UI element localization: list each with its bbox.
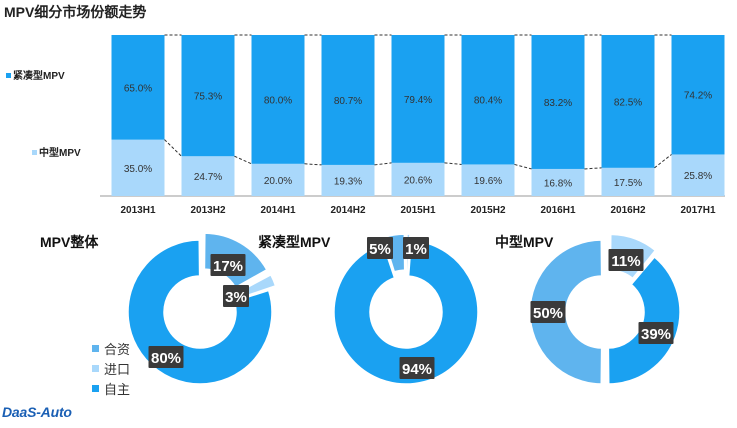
donut-compact: 5% 1% 94% bbox=[333, 233, 479, 385]
bar-compact-2014H1 bbox=[251, 35, 305, 164]
donut-midsize: 50% 11% 39% bbox=[529, 233, 681, 385]
donut-compact-label-自主: 94% bbox=[402, 361, 432, 378]
donut-legend: 合资 进口 自主 bbox=[92, 338, 130, 398]
donut-midsize-label-box-自主 bbox=[638, 322, 674, 344]
legend-swatch-midsize bbox=[32, 150, 37, 155]
legend-swatch-domestic bbox=[92, 384, 99, 392]
data-label-compact-2014H1: 80.0% bbox=[264, 95, 292, 106]
donut-compact-label-合资: 5% bbox=[369, 241, 391, 258]
connector-mid-3 bbox=[374, 162, 392, 166]
legend-label-import: 进口 bbox=[104, 361, 131, 377]
bar-midsize-2015H1 bbox=[391, 162, 445, 196]
legend-item-import: 进口 bbox=[92, 358, 130, 378]
connector-mid-0 bbox=[164, 139, 182, 157]
data-label-midsize-2013H1: 35.0% bbox=[124, 164, 152, 175]
legend-label-compact: 紧凑型MPV bbox=[13, 69, 65, 82]
data-label-midsize-2016H1: 16.8% bbox=[544, 178, 572, 189]
bar-compact-2016H1 bbox=[531, 35, 585, 169]
stacked-bar-chart: 35.0% 65.0% 2013H1 24.7% 75.3% 2013H2 20.0% 80.… bbox=[6, 34, 725, 216]
bar-midsize-2016H2 bbox=[601, 167, 655, 196]
donut-compact-label-box-合资 bbox=[367, 237, 393, 259]
bar-midsize-2015H2 bbox=[461, 164, 515, 196]
bar-compact-2015H2 bbox=[461, 35, 515, 165]
bar-midsize-2016H1 bbox=[531, 168, 585, 196]
connector-mid-2 bbox=[304, 163, 322, 166]
donut-overall-label-合资: 17% bbox=[213, 258, 243, 275]
bar-compact-2013H2 bbox=[181, 35, 235, 157]
donut-midsize-label-box-合资 bbox=[530, 301, 566, 323]
donut-overall-label-box-自主 bbox=[148, 346, 184, 368]
data-label-midsize-2016H2: 17.5% bbox=[614, 178, 642, 189]
donut-midsize-label-进口: 11% bbox=[611, 253, 640, 270]
donut-midsize-label-自主: 39% bbox=[641, 326, 671, 343]
bar-midsize-2013H2 bbox=[181, 156, 235, 196]
donut-compact-label-box-进口 bbox=[403, 237, 429, 259]
connector-mid-1 bbox=[234, 155, 252, 165]
x-tick-label-2014H2: 2014H2 bbox=[330, 205, 365, 216]
data-label-midsize-2017H1: 25.8% bbox=[684, 171, 712, 182]
data-label-midsize-2015H2: 19.6% bbox=[474, 176, 502, 187]
x-tick-label-2014H1: 2014H1 bbox=[260, 205, 295, 216]
legend-label-midsize: 中型MPV bbox=[39, 146, 81, 159]
bar-midsize-2014H1 bbox=[251, 163, 305, 196]
donut-overall-label-自主: 80% bbox=[151, 350, 181, 367]
data-label-compact-2017H1: 74.2% bbox=[684, 91, 712, 102]
x-tick-label-2015H2: 2015H2 bbox=[470, 205, 505, 216]
bar-compact-2013H1 bbox=[111, 35, 165, 140]
x-tick-label-2013H2: 2013H2 bbox=[190, 205, 225, 216]
donut-midsize-label-合资: 50% bbox=[533, 305, 563, 322]
data-label-compact-2013H2: 75.3% bbox=[194, 92, 222, 103]
legend-label-jv: 合资 bbox=[104, 341, 131, 357]
connector-mid-7 bbox=[654, 154, 672, 169]
bar-midsize-2013H1 bbox=[111, 139, 165, 196]
x-tick-label-2013H1: 2013H1 bbox=[120, 205, 155, 216]
donut-compact-label-box-自主 bbox=[399, 357, 435, 379]
connector-mid-5 bbox=[514, 163, 532, 170]
bar-compact-2015H1 bbox=[391, 35, 445, 163]
donut-midsize-slice-自主 bbox=[607, 255, 681, 385]
legend-label-domestic: 自主 bbox=[104, 381, 131, 397]
data-label-midsize-2015H1: 20.6% bbox=[404, 175, 432, 186]
bar-compact-2017H1 bbox=[671, 35, 725, 155]
donut-compact-slice-自主 bbox=[333, 239, 479, 385]
data-label-compact-2016H1: 83.2% bbox=[544, 98, 572, 109]
legend-swatch-jv bbox=[92, 344, 99, 352]
donut-overall-label-进口: 3% bbox=[225, 289, 247, 306]
donut-compact-label-进口: 1% bbox=[405, 241, 427, 258]
donut-midsize-slice-合资 bbox=[529, 239, 603, 385]
legend-swatch-import bbox=[92, 364, 99, 372]
x-tick-label-2016H1: 2016H1 bbox=[540, 205, 575, 216]
bar-midsize-2017H1 bbox=[671, 154, 725, 196]
data-label-midsize-2014H2: 19.3% bbox=[334, 176, 362, 187]
donut-title-overall: MPV整体 bbox=[40, 234, 99, 250]
data-label-compact-2014H2: 80.7% bbox=[334, 96, 362, 107]
donut-title-midsize: 中型MPV bbox=[495, 234, 554, 250]
x-tick-label-2016H2: 2016H2 bbox=[610, 205, 645, 216]
data-label-compact-2016H2: 82.5% bbox=[614, 97, 642, 108]
connector-mid-4 bbox=[444, 162, 462, 165]
data-label-compact-2015H2: 80.4% bbox=[474, 96, 502, 107]
donut-overall-label-box-进口 bbox=[223, 285, 249, 307]
donut-overall-label-box-合资 bbox=[210, 254, 246, 276]
legend-item-domestic: 自主 bbox=[92, 378, 130, 398]
daas-auto-logo: DaaS-Auto bbox=[2, 404, 72, 420]
data-label-compact-2013H1: 65.0% bbox=[124, 83, 152, 94]
legend-item-jv: 合资 bbox=[92, 338, 130, 358]
data-label-compact-2015H1: 79.4% bbox=[404, 95, 432, 106]
data-label-midsize-2014H1: 20.0% bbox=[264, 176, 292, 187]
donut-title-compact: 紧凑型MPV bbox=[258, 234, 331, 250]
legend-swatch-compact bbox=[6, 73, 11, 78]
donut-overall: 17% 3% 80% bbox=[127, 232, 277, 385]
donut-midsize-label-box-进口 bbox=[608, 249, 644, 271]
connector-mid-6 bbox=[584, 167, 602, 170]
x-tick-label-2017H1: 2017H1 bbox=[680, 205, 715, 216]
bar-midsize-2014H2 bbox=[321, 164, 375, 196]
bar-chart-title: MPV细分市场份额走势 bbox=[4, 4, 147, 20]
bar-compact-2014H2 bbox=[321, 35, 375, 165]
data-label-midsize-2013H2: 24.7% bbox=[194, 172, 222, 183]
bar-compact-2016H2 bbox=[601, 35, 655, 168]
x-tick-label-2015H1: 2015H1 bbox=[400, 205, 435, 216]
